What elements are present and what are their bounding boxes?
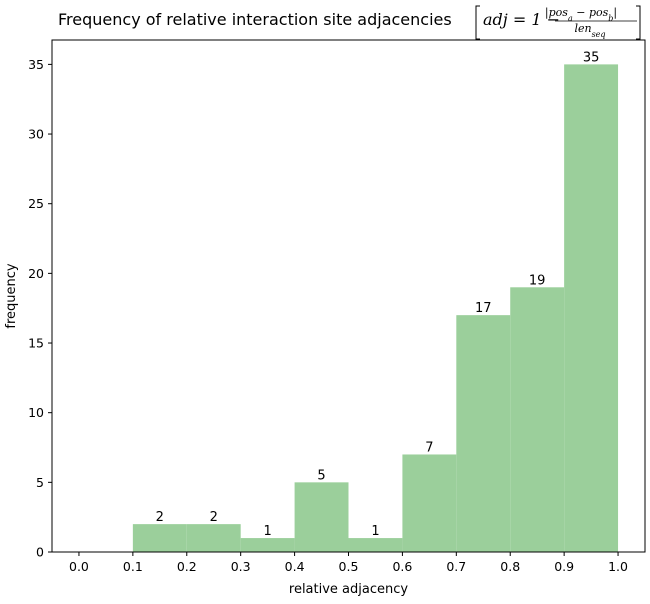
bar-value-label-6: 7 (425, 440, 433, 455)
x-tick-label-6: 0.6 (392, 559, 412, 574)
x-tick-label-1: 0.1 (123, 559, 143, 574)
x-tick-label-8: 0.8 (500, 559, 520, 574)
y-tick-label-6: 30 (28, 127, 44, 142)
x-axis-label: relative adjacency (289, 582, 408, 597)
bars (133, 64, 618, 552)
x-tick-label-4: 0.4 (285, 559, 305, 574)
chart-title: Frequency of relative interaction site a… (58, 6, 640, 39)
bar-value-label-1: 2 (156, 510, 164, 525)
histogram-bar-6 (402, 454, 456, 552)
x-tick-label-0: 0.0 (69, 559, 89, 574)
x-tick-label-7: 0.7 (446, 559, 466, 574)
x-tick-label-3: 0.3 (231, 559, 251, 574)
histogram-bar-1 (133, 524, 187, 552)
chart-title-text: Frequency of relative interaction site a… (58, 10, 452, 29)
histogram-bar-2 (187, 524, 241, 552)
bar-value-label-7: 17 (475, 301, 492, 316)
x-tick-label-9: 0.9 (554, 559, 574, 574)
title-bracket-left (476, 6, 480, 39)
bar-value-label-4: 5 (317, 468, 325, 483)
y-tick-label-0: 0 (36, 545, 44, 560)
y-tick-label-5: 25 (28, 196, 44, 211)
y-axis-ticks: 0 5 10 15 20 25 30 35 (28, 57, 52, 560)
bar-value-label-2: 2 (210, 510, 218, 525)
histogram-bar-9 (564, 64, 618, 552)
x-axis-ticks: 0.0 0.1 0.2 0.3 0.4 0.5 0.6 0.7 0.8 0.9 1.0 (69, 552, 628, 574)
bar-value-label-8: 19 (529, 273, 546, 288)
histogram-bar-5 (349, 538, 403, 552)
x-tick-label-5: 0.5 (339, 559, 359, 574)
y-tick-label-4: 20 (28, 266, 44, 281)
x-tick-label-2: 0.2 (177, 559, 197, 574)
histogram-bar-8 (510, 287, 564, 552)
y-tick-label-2: 10 (28, 405, 44, 420)
bar-value-label-3: 1 (263, 524, 271, 539)
y-tick-label-3: 15 (28, 336, 44, 351)
histogram-bar-3 (241, 538, 295, 552)
bar-value-label-5: 1 (371, 524, 379, 539)
y-tick-label-1: 5 (36, 475, 44, 490)
histogram-bar-7 (456, 315, 510, 552)
title-bracket-right (636, 6, 640, 39)
y-tick-label-7: 35 (28, 57, 44, 72)
title-formula-denominator: lenseq (574, 22, 605, 39)
y-axis-label: frequency (4, 263, 19, 329)
histogram-bar-4 (295, 482, 349, 552)
bar-value-label-9: 35 (583, 50, 600, 65)
x-tick-label-10: 1.0 (608, 559, 628, 574)
